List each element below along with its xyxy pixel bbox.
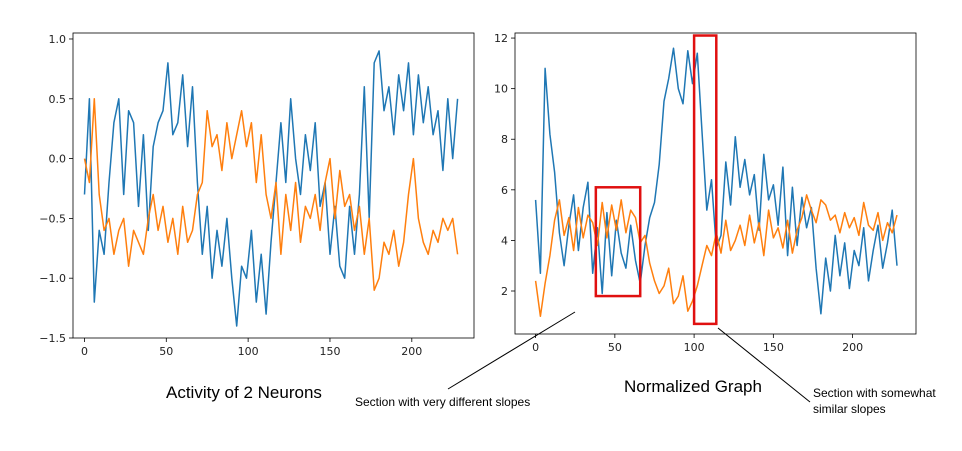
- series-line-1: [83, 50, 459, 327]
- y-tick-label: 4: [501, 234, 508, 247]
- y-tick-label: 10: [494, 83, 508, 96]
- annotation-similar-slopes-line1: Section with somewhat: [813, 386, 936, 400]
- y-tick-label: 12: [494, 32, 508, 45]
- y-tick-label: −1.0: [39, 272, 66, 285]
- x-tick-label: 200: [401, 345, 422, 358]
- annotation-pointer-different: [447, 311, 576, 390]
- y-tick-label: 0.0: [49, 153, 67, 166]
- annotation-pointer-similar: [717, 327, 811, 403]
- x-tick-label: 200: [842, 341, 863, 354]
- right-plot-caption: Normalized Graph: [624, 377, 762, 396]
- annotation-different-slopes: Section with very different slopes: [355, 395, 531, 409]
- x-tick-label: 0: [532, 341, 539, 354]
- highlight-box-1: [594, 186, 642, 298]
- annotation-lines: [447, 311, 811, 403]
- x-tick-label: 100: [238, 345, 259, 358]
- x-tick-label: 100: [684, 341, 705, 354]
- x-tick-label: 150: [763, 341, 784, 354]
- x-tick-label: 150: [319, 345, 340, 358]
- y-tick-label: 2: [501, 285, 508, 298]
- x-tick-label: 50: [608, 341, 622, 354]
- series-line-2: [83, 98, 459, 291]
- y-tick-label: −1.5: [39, 332, 66, 345]
- y-tick-label: −0.5: [39, 212, 66, 225]
- left-plot-caption: Activity of 2 Neurons: [166, 383, 322, 402]
- axes-frame: [72, 32, 475, 339]
- y-tick-label: 1.0: [49, 33, 67, 46]
- x-tick-label: 50: [159, 345, 173, 358]
- y-tick-label: 0.5: [49, 93, 67, 106]
- right-plot-normalized: 0 50 100 150 200 2 4 6 8 10 12: [494, 32, 917, 354]
- highlight-box-2: [692, 34, 718, 326]
- left-plot-activity: 0 50 100 150 200 −1.5 −1.0 −0.5 0.0 0.5 1.0: [39, 32, 475, 358]
- annotation-similar-slopes-line2: similar slopes: [813, 402, 886, 416]
- y-tick-label: 8: [501, 133, 508, 146]
- x-tick-label: 0: [81, 345, 88, 358]
- axes-frame: [514, 32, 917, 335]
- y-tick-label: 6: [501, 184, 508, 197]
